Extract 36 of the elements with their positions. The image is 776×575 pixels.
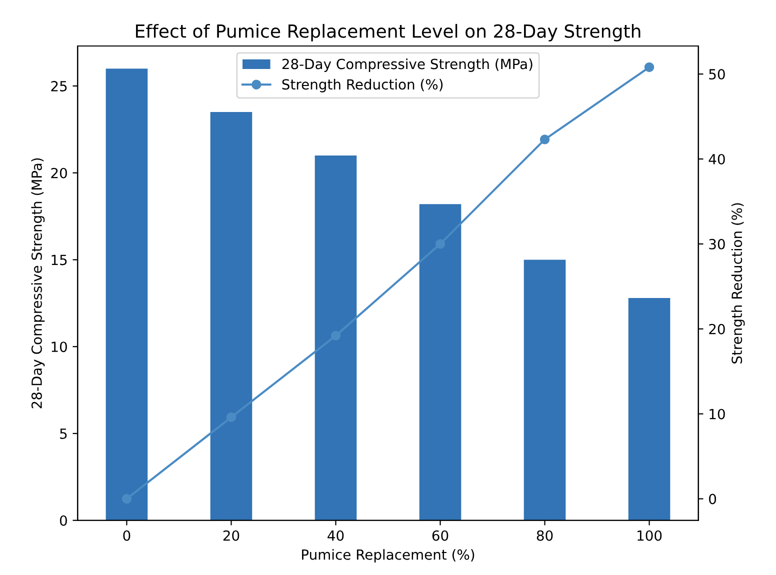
y-tick-label: 25 xyxy=(51,80,67,92)
x-tick-label: 0 xyxy=(123,530,130,541)
chart-title: Effect of Pumice Replacement Level on 28-Day Strength xyxy=(136,24,640,42)
point xyxy=(435,239,446,249)
y2-tick-label: 0 xyxy=(709,494,716,504)
legend-label: Strength Reduction (%) xyxy=(282,78,443,92)
y-tick-label: 10 xyxy=(52,342,67,352)
point xyxy=(330,330,341,341)
point xyxy=(226,412,236,422)
bar xyxy=(314,155,357,520)
y-tick-label: 15 xyxy=(52,254,67,266)
x-tick-label: 60 xyxy=(432,530,448,541)
point xyxy=(122,494,132,504)
bar xyxy=(524,260,566,520)
x-tick-label: 40 xyxy=(328,530,344,541)
y-tick-label: 5 xyxy=(60,428,67,439)
point xyxy=(540,134,550,144)
x-axis-title: Pumice Replacement (%) xyxy=(302,549,474,563)
x-tick-label: 100 xyxy=(638,530,662,541)
y2-axis-title: Strength Reduction (%) xyxy=(731,203,745,364)
y-axis-title: 28-Day Compressive Strength (MPa) xyxy=(31,158,45,408)
y2-tick-label: 30 xyxy=(709,238,725,250)
y-tick-label: 0 xyxy=(60,515,67,526)
bar xyxy=(419,204,462,520)
y2-tick-label: 40 xyxy=(708,154,725,164)
bar xyxy=(106,68,148,520)
y2-tick-label: 20 xyxy=(709,324,725,334)
x-tick-label: 20 xyxy=(223,530,240,541)
x-tick-label: 80 xyxy=(536,530,553,541)
point xyxy=(644,62,654,72)
legend-label: 28-Day Compressive Strength (MPa) xyxy=(282,58,532,72)
bar xyxy=(210,112,252,520)
y-tick-label: 20 xyxy=(51,168,67,178)
y2-tick-label: 10 xyxy=(710,408,725,420)
bar xyxy=(628,298,670,520)
y2-tick-label: 50 xyxy=(709,69,725,80)
